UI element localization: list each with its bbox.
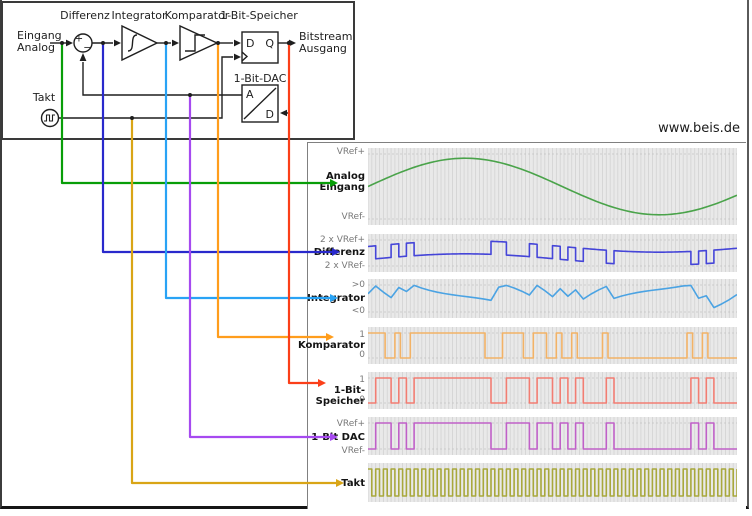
label-dac: 1-Bit-DAC (234, 72, 287, 85)
label-takt: Takt (32, 91, 56, 104)
dac-pin-d: D (266, 108, 274, 121)
label-bitstream: Bitstream (299, 30, 352, 43)
label-integrator: Integrator (111, 9, 167, 22)
ff-pin-d: D (246, 37, 254, 50)
takt-row-label: Takt (341, 478, 365, 489)
speicher-bottom-level: 0 (359, 395, 365, 405)
dac-pin-a: A (246, 88, 254, 101)
website-caption: www.beis.de (658, 121, 740, 136)
integrator-bottom-level: <0 (351, 306, 365, 316)
differenz-top-level: 2 x VRef+ (319, 235, 365, 245)
sum-minus-sign: − (83, 43, 91, 54)
komparator-bottom-level: 0 (359, 350, 365, 360)
label-komparator: Komparator (165, 9, 230, 22)
plot-takt (368, 463, 737, 502)
label-ausgang: Ausgang (299, 42, 347, 55)
differenz-row-label: Differenz (313, 247, 365, 258)
differenz-bottom-level: 2 x VRef- (324, 261, 365, 271)
label-eingang: Eingang (17, 29, 62, 42)
label-speicher: 1-Bit-Speicher (220, 9, 298, 22)
analog-top-level: VRef+ (336, 147, 365, 157)
dac-row-label: 1-Bit DAC (311, 432, 365, 443)
sum-plus-sign: + (75, 34, 83, 45)
label-analog: Analog (17, 41, 55, 54)
dac-top-level: VRef+ (336, 419, 365, 429)
analog-row-label: Analog Eingang (319, 171, 365, 193)
plot-differenz (368, 234, 737, 272)
clock-glyph-icon (44, 114, 55, 122)
plot-1-bit-dac (368, 417, 737, 455)
plot-analog-eingang (368, 148, 737, 225)
plot-1-bit-speicher (368, 372, 737, 409)
integrator-top-level: >0 (351, 280, 365, 290)
analog-bottom-level: VRef- (341, 212, 365, 222)
label-differenz: Differenz (60, 9, 110, 22)
integrator-row-label: Integrator (307, 293, 365, 304)
speicher-top-level: 1 (359, 375, 365, 385)
dac-bottom-level: VRef- (341, 446, 365, 456)
ff-pin-q: Q (265, 37, 274, 50)
komparator-top-level: 1 (359, 330, 365, 340)
plot-komparator (368, 327, 737, 364)
speicher-row-label: 1-Bit-Speicher (315, 385, 365, 407)
plot-integrator (368, 279, 737, 318)
